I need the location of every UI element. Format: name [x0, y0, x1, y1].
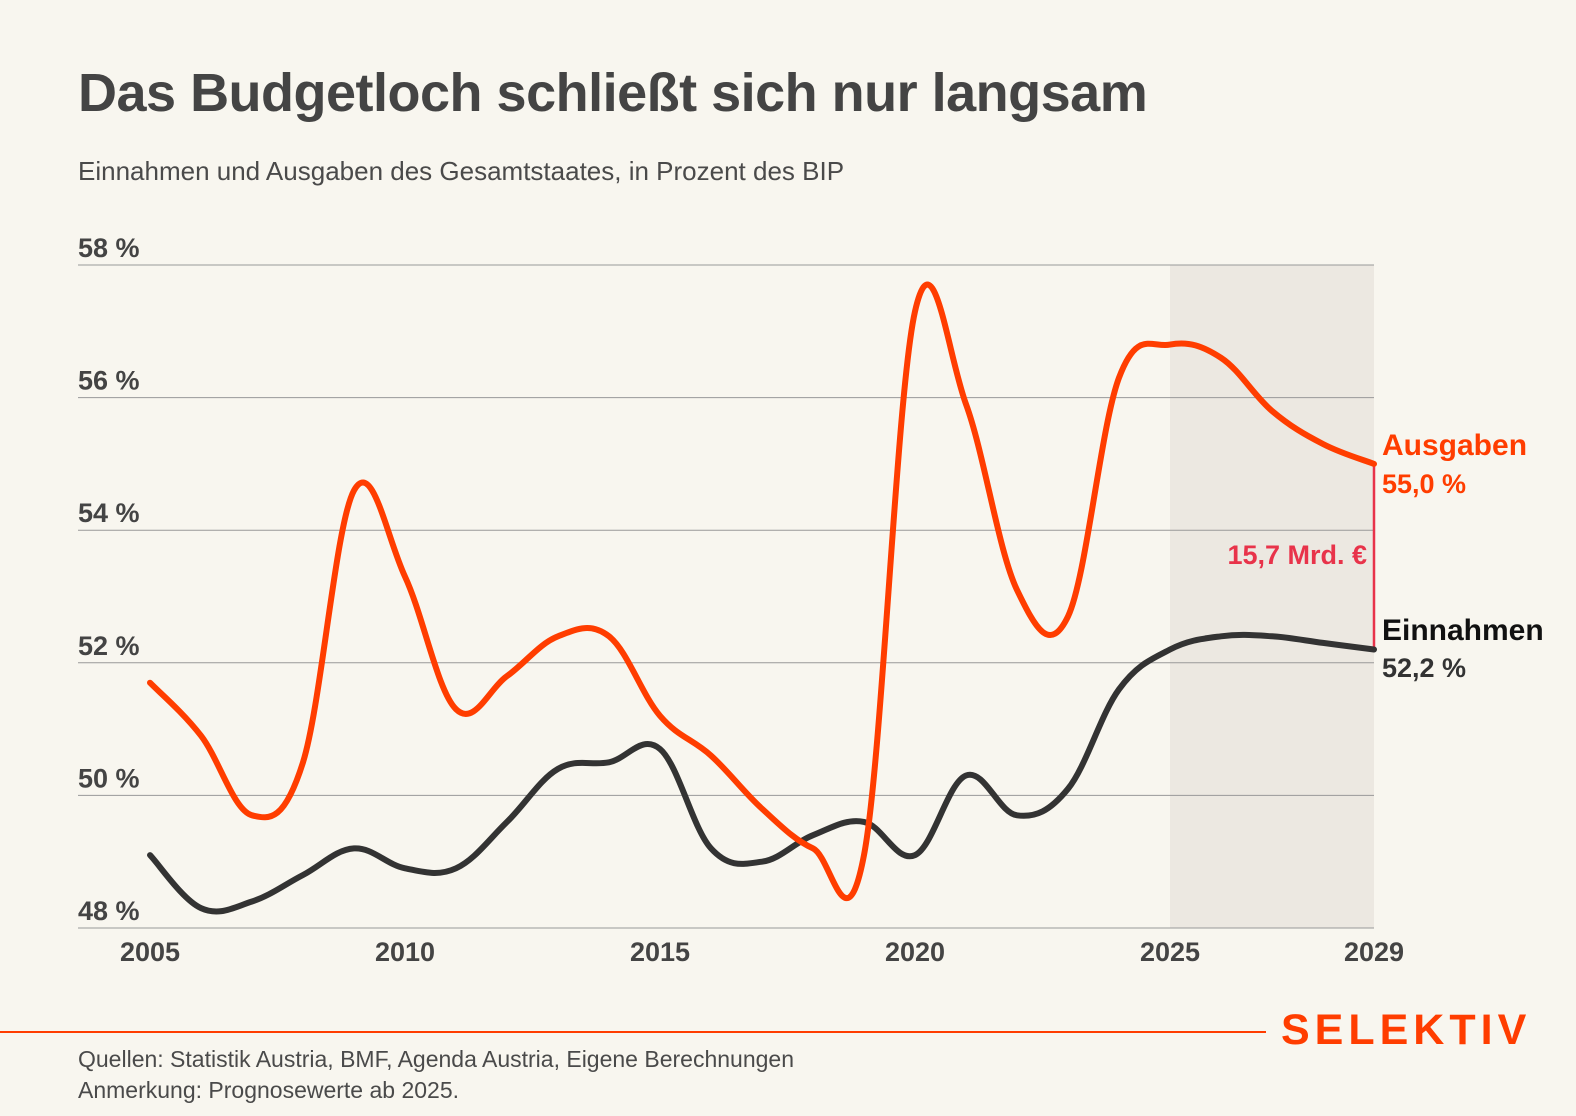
series-value-einnahmen: 52,2 %	[1382, 653, 1466, 683]
x-tick-label: 2020	[885, 937, 945, 967]
series-line-ausgaben	[147, 281, 1377, 902]
y-tick-label: 54 %	[78, 498, 140, 528]
series-value-ausgaben: 55,0 %	[1382, 469, 1466, 499]
y-tick-label: 50 %	[78, 763, 140, 793]
x-tick-label: 2029	[1344, 937, 1404, 967]
footer-divider	[0, 1031, 1266, 1033]
chart-subtitle: Einnahmen und Ausgaben des Gesamtstaates…	[78, 156, 845, 186]
y-axis-ticks: 48 % 50 % 52 % 54 % 56 % 58 %	[78, 233, 140, 926]
source-line: Quellen: Statistik Austria, BMF, Agenda …	[78, 1046, 794, 1072]
gap-annotation: 15,7 Mrd. €	[1227, 540, 1367, 570]
note-line: Anmerkung: Prognosewerte ab 2025.	[78, 1077, 460, 1103]
x-axis-ticks: 2005 2010 2015 2020 2025 2029	[120, 937, 1404, 967]
series-label-einnahmen: Einnahmen	[1382, 614, 1544, 647]
line-chart: 48 % 50 % 52 % 54 % 56 % 58 % 2005 2010 2015 202…	[78, 233, 1544, 967]
x-tick-label: 2010	[375, 937, 435, 967]
grid-lines	[78, 264, 1374, 929]
x-tick-label: 2005	[120, 937, 180, 967]
x-tick-label: 2015	[630, 937, 690, 967]
y-tick-label: 56 %	[78, 366, 140, 396]
series-line-einnahmen	[147, 631, 1377, 915]
source-note: Quellen: Statistik Austria, BMF, Agenda …	[78, 1044, 794, 1106]
y-tick-label: 58 %	[78, 233, 140, 263]
y-tick-label: 48 %	[78, 896, 140, 926]
selektiv-logo: SELEKTIV	[1281, 1006, 1532, 1054]
series-label-ausgaben: Ausgaben	[1382, 429, 1527, 462]
x-tick-label: 2025	[1140, 937, 1200, 967]
y-tick-label: 52 %	[78, 631, 140, 661]
chart-title: Das Budgetloch schließt sich nur langsam	[78, 63, 1148, 123]
forecast-band	[1170, 265, 1374, 928]
